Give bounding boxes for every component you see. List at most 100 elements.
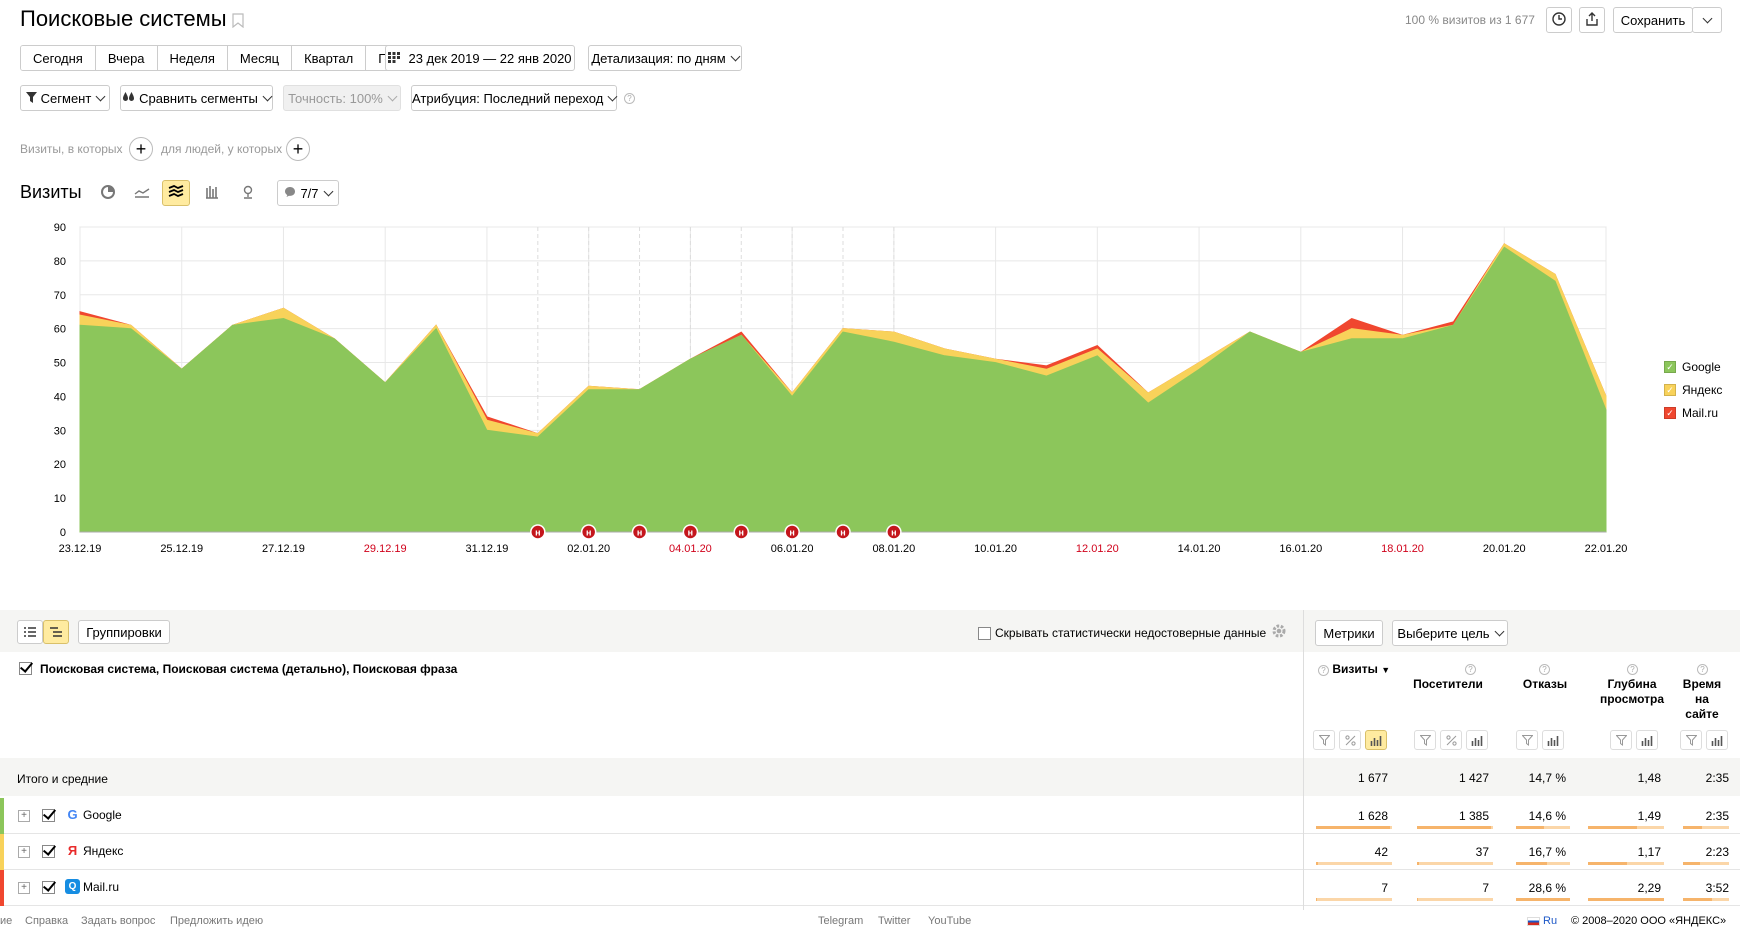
column-visitors[interactable]: Посетители [1413,677,1483,691]
dimensions-label: Поисковая система, Поисковая система (де… [40,662,458,676]
period-quarter[interactable]: Квартал [292,46,367,70]
column-bar-chart-button[interactable] [1636,730,1658,750]
x-tick-label: 23.12.19 [59,543,102,555]
row-label[interactable]: Mail.ru [83,880,120,894]
help-icon[interactable]: ? [1697,664,1708,675]
date-range-picker[interactable]: 23 дек 2019 — 22 янв 2020 [385,45,575,71]
row-value-bar-fill [1417,826,1491,829]
column-bar-chart-button[interactable] [1542,730,1564,750]
segment-dropdown[interactable]: Сегмент [20,85,110,111]
dimensions-checkbox[interactable] [19,662,32,675]
column-time[interactable]: Время на сайте [1682,677,1722,721]
annotation-marker-label: н [535,528,540,538]
help-icon[interactable]: ? [1539,664,1550,675]
annotation-marker-label: н [891,528,896,538]
period-month[interactable]: Месяц [227,46,293,70]
language-switch[interactable]: Ru [1543,915,1558,927]
legend-item-google[interactable]: ✓ Google [1664,360,1721,374]
column-bar-chart-button[interactable] [1466,730,1488,750]
column-depth[interactable]: Глубина просмотра [1599,677,1665,706]
table-row[interactable]: + Q Mail.ru 7 7 28,6 % 2,29 3:52 [0,870,1740,906]
gear-icon[interactable] [1271,623,1287,642]
row-value: 2:35 [1705,809,1729,823]
column-percent-button[interactable] [1440,730,1462,750]
row-value-bar-fill [1417,862,1420,865]
expand-row-button[interactable]: + [18,810,30,822]
help-icon[interactable]: ? [1465,664,1476,675]
view-list-button[interactable] [17,620,43,644]
row-value-bar [1316,898,1392,901]
legend-item-mailru[interactable]: ✓ Mail.ru [1664,406,1718,420]
metrics-button[interactable]: Метрики [1315,620,1383,646]
column-filter-button[interactable] [1516,730,1538,750]
help-icon[interactable]: ? [624,93,635,104]
copyright: © 2008–2020 ООО «ЯНДЕКС» [1571,915,1727,927]
row-label[interactable]: Яндекс [83,844,124,858]
column-filter-button[interactable] [1414,730,1436,750]
chart-type-map[interactable] [234,180,262,206]
table-row[interactable]: + Я Яндекс 42 37 16,7 % 1,17 2:23 [0,834,1740,870]
column-bar-chart-button[interactable] [1706,730,1728,750]
footer-link-ask[interactable]: Задать вопрос [81,915,156,927]
expand-row-button[interactable]: + [18,882,30,894]
chart-type-pie[interactable] [94,180,122,206]
row-checkbox[interactable] [42,845,55,858]
column-filter-button[interactable] [1610,730,1632,750]
help-icon[interactable]: ? [1318,665,1329,676]
row-checkbox[interactable] [42,809,55,822]
annotations-dropdown[interactable]: 7/7 [277,180,339,206]
row-label[interactable]: Google [83,808,122,822]
column-filter-button[interactable] [1313,730,1335,750]
period-yesterday[interactable]: Вчера [95,46,158,70]
legend-swatch: ✓ [1664,384,1676,396]
annotation-marker [886,524,902,540]
page-title: Поисковые системы [20,6,227,31]
select-goal-dropdown[interactable]: Выберите цель [1392,620,1508,646]
column-filter-button[interactable] [1680,730,1702,750]
chevron-down-icon [262,91,273,101]
column-bounces[interactable]: Отказы [1522,677,1568,691]
annotation-marker [631,524,648,540]
row-checkbox[interactable] [42,881,55,894]
x-tick-label: 18.01.20 [1381,543,1424,555]
save-button[interactable]: Сохранить [1613,7,1693,33]
legend-item-yandex[interactable]: ✓ Яндекс [1664,383,1722,397]
export-button[interactable] [1579,7,1605,33]
chart-type-line[interactable] [128,180,156,206]
hide-unreliable-checkbox[interactable] [978,627,991,640]
row-value: 14,6 % [1528,809,1566,823]
expand-row-button[interactable]: + [18,846,30,858]
compare-segments-dropdown[interactable]: Сравнить сегменты [120,85,273,111]
add-visit-condition-button[interactable]: + [129,137,153,161]
bar-chart-icon [205,185,219,202]
footer-link-help[interactable]: Справка [25,915,69,927]
groupings-button[interactable]: Группировки [78,620,170,644]
attribution-dropdown[interactable]: Атрибуция: Последний переход [411,85,618,111]
bookmark-icon[interactable] [232,13,244,29]
share-icon [1585,11,1599,29]
footer-link-twitter[interactable]: Twitter [878,915,911,927]
x-tick-label: 20.01.20 [1483,543,1526,555]
sort-desc-icon: ▼ [1381,665,1391,675]
select-goal-label: Выберите цель [1397,625,1490,641]
column-percent-button[interactable] [1339,730,1361,750]
save-dropdown-button[interactable] [1692,7,1722,33]
footer-link-youtube[interactable]: YouTube [928,915,972,927]
detail-dropdown[interactable]: Детализация: по дням [588,45,742,71]
footer-link-idea[interactable]: Предложить идею [170,915,264,927]
history-button[interactable] [1546,7,1572,33]
chart-type-area[interactable] [162,180,190,206]
column-visits[interactable]: ? Визиты ▼ [1318,662,1398,678]
view-tree-button[interactable] [43,620,69,644]
add-people-condition-button[interactable]: + [286,137,310,161]
footer-link-partial[interactable]: ие [0,915,13,927]
annotation-marker [733,524,750,540]
table-row[interactable]: + G Google 1 628 1 385 14,6 % 1,49 2:35 [0,798,1740,834]
period-today[interactable]: Сегодня [21,46,96,70]
period-week[interactable]: Неделя [157,46,228,70]
help-icon[interactable]: ? [1627,664,1638,675]
column-bar-chart-button[interactable] [1365,730,1387,750]
footer-link-telegram[interactable]: Telegram [818,915,864,927]
chart-type-bar[interactable] [198,180,226,206]
row-value: 1,49 [1637,809,1661,823]
